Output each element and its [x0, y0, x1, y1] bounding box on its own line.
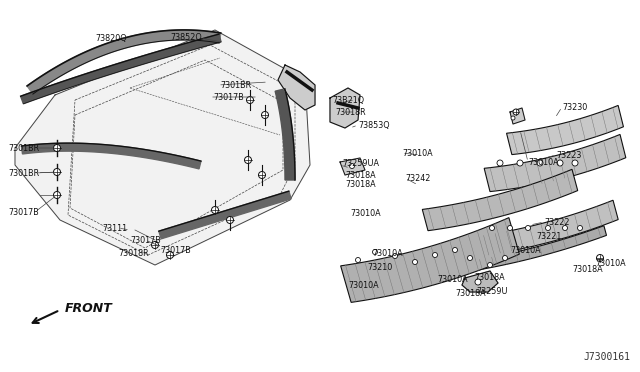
Polygon shape: [510, 108, 525, 124]
Polygon shape: [478, 200, 618, 256]
Circle shape: [508, 225, 513, 231]
Circle shape: [537, 160, 543, 166]
Text: 73B21Q: 73B21Q: [332, 96, 364, 105]
Text: 73111: 73111: [102, 224, 127, 232]
Text: 7301BR: 7301BR: [220, 80, 251, 90]
Text: 73242: 73242: [405, 173, 430, 183]
Polygon shape: [330, 88, 360, 128]
Text: 73018R: 73018R: [335, 108, 365, 116]
Circle shape: [517, 160, 523, 166]
Circle shape: [372, 250, 378, 254]
Text: 73852Q: 73852Q: [170, 32, 202, 42]
Polygon shape: [484, 134, 626, 192]
Circle shape: [452, 247, 458, 253]
Text: 73010A: 73010A: [350, 208, 381, 218]
Polygon shape: [20, 34, 221, 104]
Polygon shape: [27, 30, 221, 94]
Text: 73223: 73223: [556, 151, 581, 160]
Circle shape: [211, 206, 218, 214]
Circle shape: [490, 225, 495, 231]
Polygon shape: [22, 143, 201, 169]
Text: 73018A: 73018A: [572, 266, 603, 275]
Circle shape: [227, 217, 234, 224]
Text: 73820Q: 73820Q: [95, 33, 127, 42]
Text: 73018A: 73018A: [455, 289, 486, 298]
Polygon shape: [462, 271, 498, 292]
Circle shape: [392, 253, 397, 259]
Text: 73018A: 73018A: [345, 180, 376, 189]
Text: 73010A: 73010A: [510, 246, 541, 254]
Circle shape: [475, 279, 481, 285]
Text: 73230: 73230: [562, 103, 588, 112]
Circle shape: [488, 263, 493, 267]
Circle shape: [502, 256, 508, 260]
Circle shape: [246, 96, 253, 103]
Text: 73221: 73221: [536, 231, 561, 241]
Text: 73018A: 73018A: [474, 273, 504, 282]
Circle shape: [152, 241, 159, 248]
Polygon shape: [15, 30, 310, 265]
Circle shape: [166, 251, 173, 259]
Text: 73018R: 73018R: [118, 248, 148, 257]
Circle shape: [54, 169, 61, 176]
Circle shape: [563, 225, 568, 231]
Text: 73017B: 73017B: [213, 93, 244, 102]
Polygon shape: [506, 105, 623, 155]
Text: 73017B: 73017B: [130, 235, 161, 244]
Text: 7301BR: 7301BR: [8, 144, 39, 153]
Text: J7300161: J7300161: [583, 352, 630, 362]
Text: 73017B: 73017B: [160, 246, 191, 254]
Circle shape: [54, 144, 61, 151]
Circle shape: [511, 116, 515, 120]
Text: 73010A: 73010A: [528, 157, 559, 167]
Text: 73210: 73210: [367, 263, 392, 273]
Circle shape: [525, 225, 531, 231]
Circle shape: [244, 157, 252, 164]
Polygon shape: [474, 226, 607, 270]
Text: 73853Q: 73853Q: [358, 121, 390, 129]
Text: 73010A: 73010A: [437, 276, 468, 285]
Polygon shape: [422, 169, 578, 231]
Text: 73010A: 73010A: [595, 259, 626, 267]
Circle shape: [596, 254, 604, 262]
Text: 73017B: 73017B: [8, 208, 39, 217]
Circle shape: [545, 225, 550, 231]
Text: 73259U: 73259U: [476, 288, 508, 296]
Text: 7301BR: 7301BR: [8, 169, 39, 177]
Circle shape: [557, 160, 563, 166]
Polygon shape: [275, 89, 295, 180]
Circle shape: [259, 171, 266, 179]
Text: 73010A: 73010A: [402, 148, 433, 157]
Text: 73259UA: 73259UA: [342, 158, 379, 167]
Circle shape: [413, 260, 417, 264]
Circle shape: [54, 192, 61, 199]
Circle shape: [355, 257, 360, 263]
Polygon shape: [159, 191, 291, 239]
Circle shape: [497, 160, 503, 166]
Text: 73010A: 73010A: [372, 250, 403, 259]
Polygon shape: [340, 218, 519, 302]
Circle shape: [262, 112, 269, 119]
Circle shape: [467, 256, 472, 260]
Text: 73010A: 73010A: [348, 280, 379, 289]
Polygon shape: [340, 158, 365, 175]
Polygon shape: [278, 65, 315, 110]
Circle shape: [577, 225, 582, 231]
Text: 73222: 73222: [544, 218, 570, 227]
Circle shape: [433, 253, 438, 257]
Circle shape: [572, 160, 578, 166]
Text: FRONT: FRONT: [65, 301, 113, 314]
Text: 73018A: 73018A: [345, 170, 376, 180]
Circle shape: [349, 164, 355, 169]
Circle shape: [513, 109, 519, 115]
